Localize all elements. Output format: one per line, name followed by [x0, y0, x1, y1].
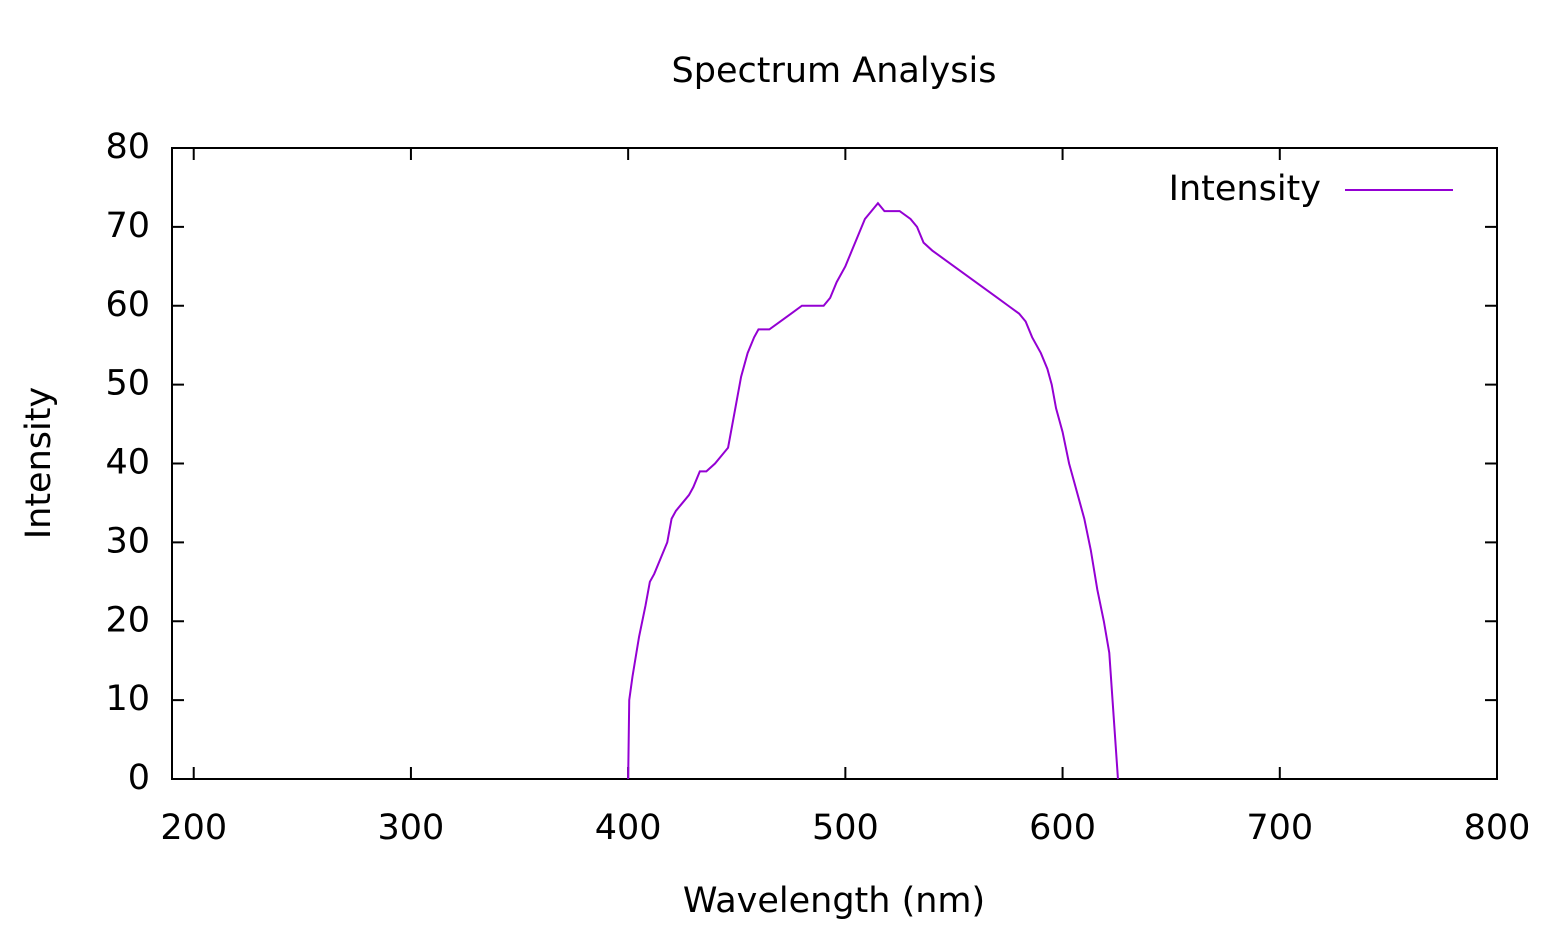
y-tick-label: 50 [105, 364, 150, 404]
y-axis-label: Intensity [19, 387, 59, 539]
chart-title: Spectrum Analysis [672, 51, 997, 91]
x-axis-label: Wavelength (nm) [683, 881, 985, 921]
y-tick-label: 10 [105, 679, 150, 719]
y-tick-label: 60 [105, 285, 150, 325]
plot-frame [171, 147, 1498, 780]
y-tick-label: 20 [105, 600, 150, 640]
y-tick-label: 80 [105, 127, 150, 167]
y-tick-label: 30 [105, 521, 150, 561]
y-tick-label: 0 [128, 758, 150, 798]
x-tick-label: 800 [1464, 808, 1531, 848]
x-tick-label: 400 [595, 808, 662, 848]
y-tick-label: 40 [105, 443, 150, 483]
x-tick-label: 700 [1246, 808, 1313, 848]
data-line [627, 201, 1119, 780]
x-tick-label: 300 [378, 808, 445, 848]
x-tick-label: 200 [160, 808, 227, 848]
x-tick-label: 500 [812, 808, 879, 848]
x-tick-label: 600 [1029, 808, 1096, 848]
legend-label: Intensity [1169, 169, 1321, 209]
y-tick-label: 70 [105, 206, 150, 246]
